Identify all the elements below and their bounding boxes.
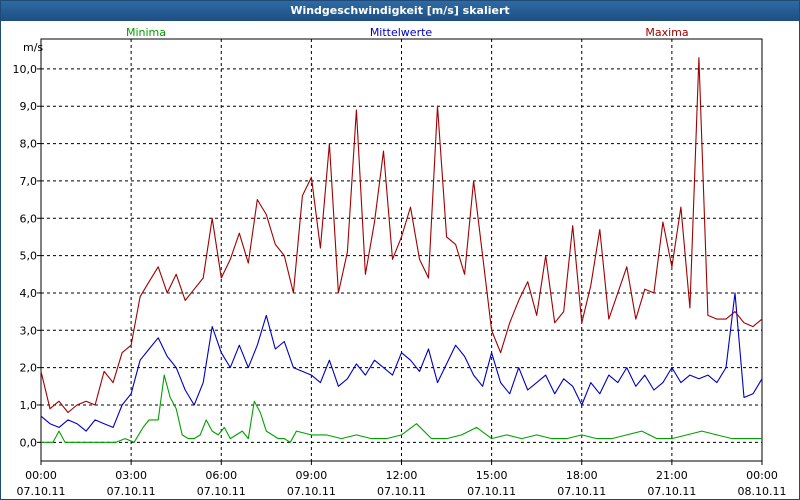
legend-item-minima: Minima [126,26,166,39]
x-tick-label-date: 07.10.11 [197,485,246,498]
y-tick-label: 1,0 [20,399,38,412]
x-tick-label-date: 07.10.11 [467,485,516,498]
y-axis-unit-label: m/s [23,41,43,54]
x-tick-label-date: 07.10.11 [287,485,336,498]
x-tick-label-time: 00:00 [25,469,57,482]
grid-lines [41,39,762,461]
x-tick-label-time: 03:00 [115,469,147,482]
y-tick-label: 0,0 [20,436,38,449]
x-tick-label-date: 07.10.11 [377,485,426,498]
x-tick-label-time: 15:00 [476,469,508,482]
x-tick-label-date: 07.10.11 [17,485,66,498]
legend: Minima Mittelwerte Maxima [126,26,689,39]
y-tick-label: 5,0 [20,250,38,263]
series-layer [40,57,763,443]
x-tick-label-time: 09:00 [296,469,328,482]
x-tick-label-time: 06:00 [205,469,237,482]
y-tick-label: 3,0 [20,324,38,337]
x-tick-label-time: 12:00 [386,469,418,482]
y-tick-label: 4,0 [20,287,38,300]
y-axis: 0,0 1,0 2,0 3,0 4,0 5,0 6,0 7,0 8,0 9,0 10,0 [13,63,41,449]
x-tick-label-date: 07.10.11 [557,485,606,498]
y-tick-label: 9,0 [20,100,38,113]
x-tick-label-date: 07.10.11 [647,485,696,498]
x-tick-label-date: 08.10.11 [738,485,787,498]
y-tick-label: 10,0 [13,63,38,76]
x-axis: 00:00 07.10.11 03:00 07.10.11 06:00 07.10.11 0… [17,461,787,498]
legend-item-maxima: Maxima [645,26,688,39]
series-line-mittelwerte [40,292,763,432]
window-title: Windgeschwindigkeit [m/s] skaliert [1,1,799,21]
y-tick-label: 7,0 [20,175,38,188]
y-tick-label: 6,0 [20,212,38,225]
y-tick-label: 8,0 [20,138,38,151]
x-tick-label-time: 00:00 [746,469,778,482]
x-tick-label-date: 07.10.11 [107,485,156,498]
series-line-minima [41,374,762,443]
y-tick-label: 2,0 [20,362,38,375]
x-tick-label-time: 18:00 [566,469,598,482]
legend-item-mittelwerte: Mittelwerte [370,26,433,39]
series-line-maxima [40,57,763,414]
x-tick-label-time: 21:00 [656,469,688,482]
